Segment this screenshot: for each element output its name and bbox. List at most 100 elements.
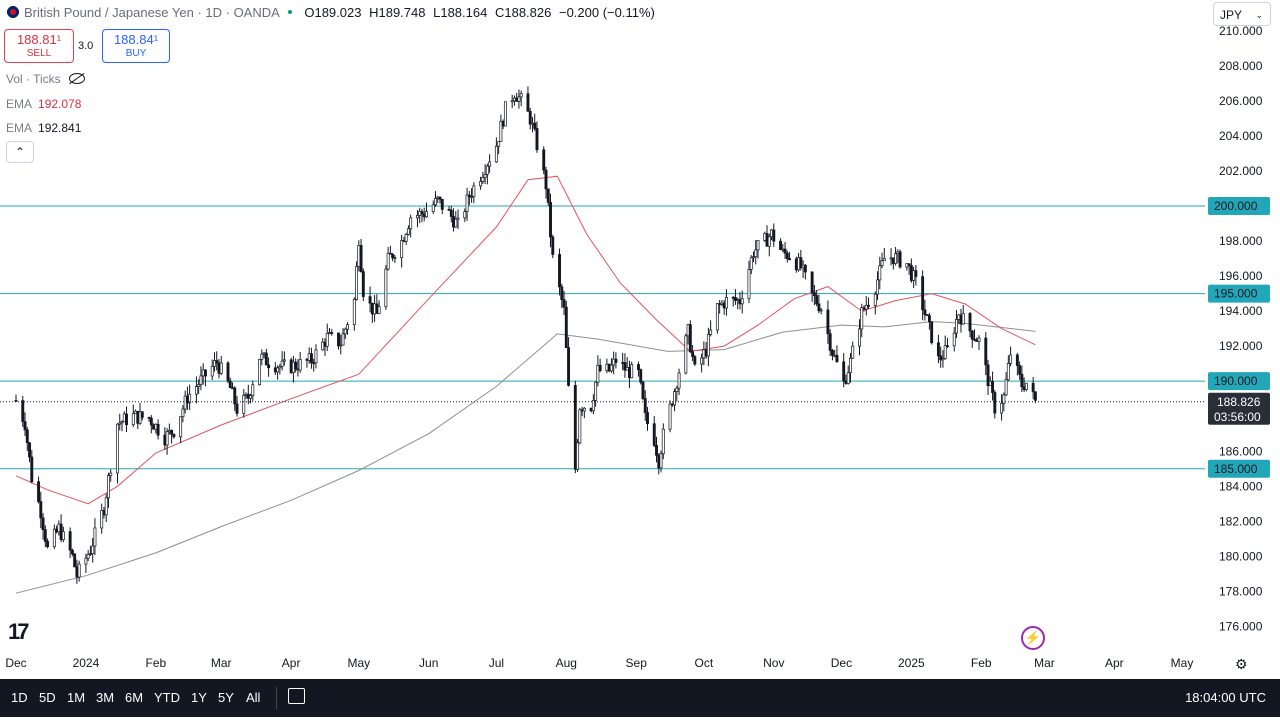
- period-all-button[interactable]: All: [246, 690, 261, 705]
- candle-body: [1015, 354, 1019, 366]
- candle: [289, 357, 293, 374]
- x-tick-label: Oct: [695, 656, 714, 670]
- candle-body: [567, 347, 571, 386]
- candle: [116, 423, 119, 484]
- time-axis[interactable]: Dec 2024 Feb Mar Apr May Jun Jul Aug Sep Oct Nov Dec…: [5, 656, 1193, 670]
- candle: [531, 116, 534, 133]
- candle: [546, 188, 550, 206]
- candle-body: [846, 372, 850, 384]
- candle: [68, 527, 72, 559]
- candle: [558, 248, 561, 296]
- candle-body: [880, 260, 884, 267]
- candle-body: [812, 292, 816, 296]
- period-ytd-button[interactable]: YTD: [154, 690, 180, 705]
- ema-slow-indicator[interactable]: EMA 192.841: [6, 121, 81, 135]
- candle-body: [181, 408, 185, 418]
- candle: [436, 196, 440, 204]
- candle-body: [801, 264, 805, 269]
- candle: [1015, 352, 1019, 376]
- candle: [817, 294, 821, 314]
- candle-body: [752, 256, 755, 259]
- candle-body: [267, 364, 271, 369]
- clock-time[interactable]: 18:04:00 UTC: [1185, 690, 1266, 705]
- candle-body: [551, 236, 555, 255]
- x-tick-label: Dec: [5, 656, 26, 670]
- candle-body: [100, 510, 104, 529]
- y-tick-label: 186.000: [1219, 444, 1263, 458]
- candle: [46, 538, 50, 549]
- collapse-legend-button[interactable]: ⌃: [6, 141, 34, 163]
- candle: [210, 359, 214, 381]
- candle: [576, 439, 580, 472]
- candle: [39, 491, 43, 529]
- period-3m-button[interactable]: 3M: [96, 690, 115, 705]
- period-6m-button[interactable]: 6M: [125, 690, 144, 705]
- tradingview-logo-icon[interactable]: 17: [8, 619, 30, 644]
- sell-button[interactable]: 188.81¹ SELL: [4, 29, 74, 63]
- hidden-eye-icon[interactable]: [68, 73, 85, 84]
- candle-body: [463, 211, 467, 219]
- calendar-icon[interactable]: [288, 688, 305, 704]
- candle-body: [231, 387, 234, 390]
- candle-body: [706, 334, 710, 357]
- period-1m-button[interactable]: 1M: [67, 690, 86, 705]
- y-tick-label: 178.000: [1219, 584, 1263, 598]
- candle: [1006, 355, 1010, 382]
- candle: [494, 137, 498, 163]
- period-1y-button[interactable]: 1Y: [191, 690, 207, 705]
- candle-body: [404, 234, 408, 242]
- candle-body: [688, 324, 692, 353]
- candle: [406, 225, 410, 236]
- candle: [1024, 382, 1028, 392]
- period-5d-button[interactable]: 5D: [39, 690, 56, 705]
- candle: [167, 423, 171, 435]
- candle-body: [891, 257, 895, 264]
- lightning-icon[interactable]: ⚡: [1021, 626, 1045, 650]
- candle-body: [1033, 391, 1037, 401]
- candle-body: [355, 266, 359, 300]
- candle-body: [1002, 394, 1006, 404]
- candle: [314, 344, 318, 369]
- ema-fast-indicator[interactable]: EMA 192.078: [6, 97, 81, 111]
- buy-button[interactable]: 188.84¹ BUY: [102, 29, 170, 63]
- candle: [231, 382, 234, 390]
- candle: [528, 107, 532, 130]
- price-chart[interactable]: 210.000 208.000 206.000 204.000 202.000 200.0…: [0, 0, 1280, 679]
- candle-body: [605, 363, 609, 372]
- x-tick-label: May: [347, 656, 370, 670]
- candle-body: [1018, 365, 1022, 375]
- candle-body: [652, 423, 656, 446]
- gear-icon[interactable]: ⚙: [1235, 656, 1248, 672]
- candle-body: [770, 229, 773, 238]
- price-axis[interactable]: 210.000 208.000 206.000 204.000 202.000 200.0…: [1208, 24, 1270, 634]
- candle-body: [258, 358, 262, 386]
- candle: [639, 368, 643, 385]
- candle: [517, 89, 521, 109]
- candle-body: [589, 407, 593, 412]
- candle: [233, 386, 237, 411]
- period-1d-button[interactable]: 1D: [11, 690, 28, 705]
- candle-body: [296, 368, 300, 371]
- candle-body: [927, 315, 931, 323]
- candle-body: [772, 229, 776, 242]
- candle-body: [75, 566, 79, 578]
- candle-body: [549, 202, 552, 238]
- candle-body: [391, 253, 395, 259]
- low-value: 188.164: [440, 5, 488, 20]
- symbol-title[interactable]: British Pound / Japanese Yen · 1D · OAND…: [24, 5, 280, 20]
- candle-body: [914, 270, 918, 277]
- candle: [377, 300, 381, 315]
- volume-indicator[interactable]: Vol · Ticks: [6, 72, 85, 86]
- candle: [930, 321, 934, 345]
- period-5y-button[interactable]: 5Y: [218, 690, 234, 705]
- candle: [1018, 361, 1022, 380]
- candle: [156, 419, 160, 440]
- y-tick-label: 176.000: [1219, 619, 1263, 633]
- candle-body: [499, 120, 503, 143]
- candle: [718, 300, 722, 314]
- candle-body: [984, 337, 988, 366]
- candle: [551, 234, 555, 259]
- currency-selector[interactable]: JPY ⌄: [1213, 2, 1271, 26]
- y-tick-label: 204.000: [1219, 129, 1263, 143]
- candle-body: [700, 357, 704, 365]
